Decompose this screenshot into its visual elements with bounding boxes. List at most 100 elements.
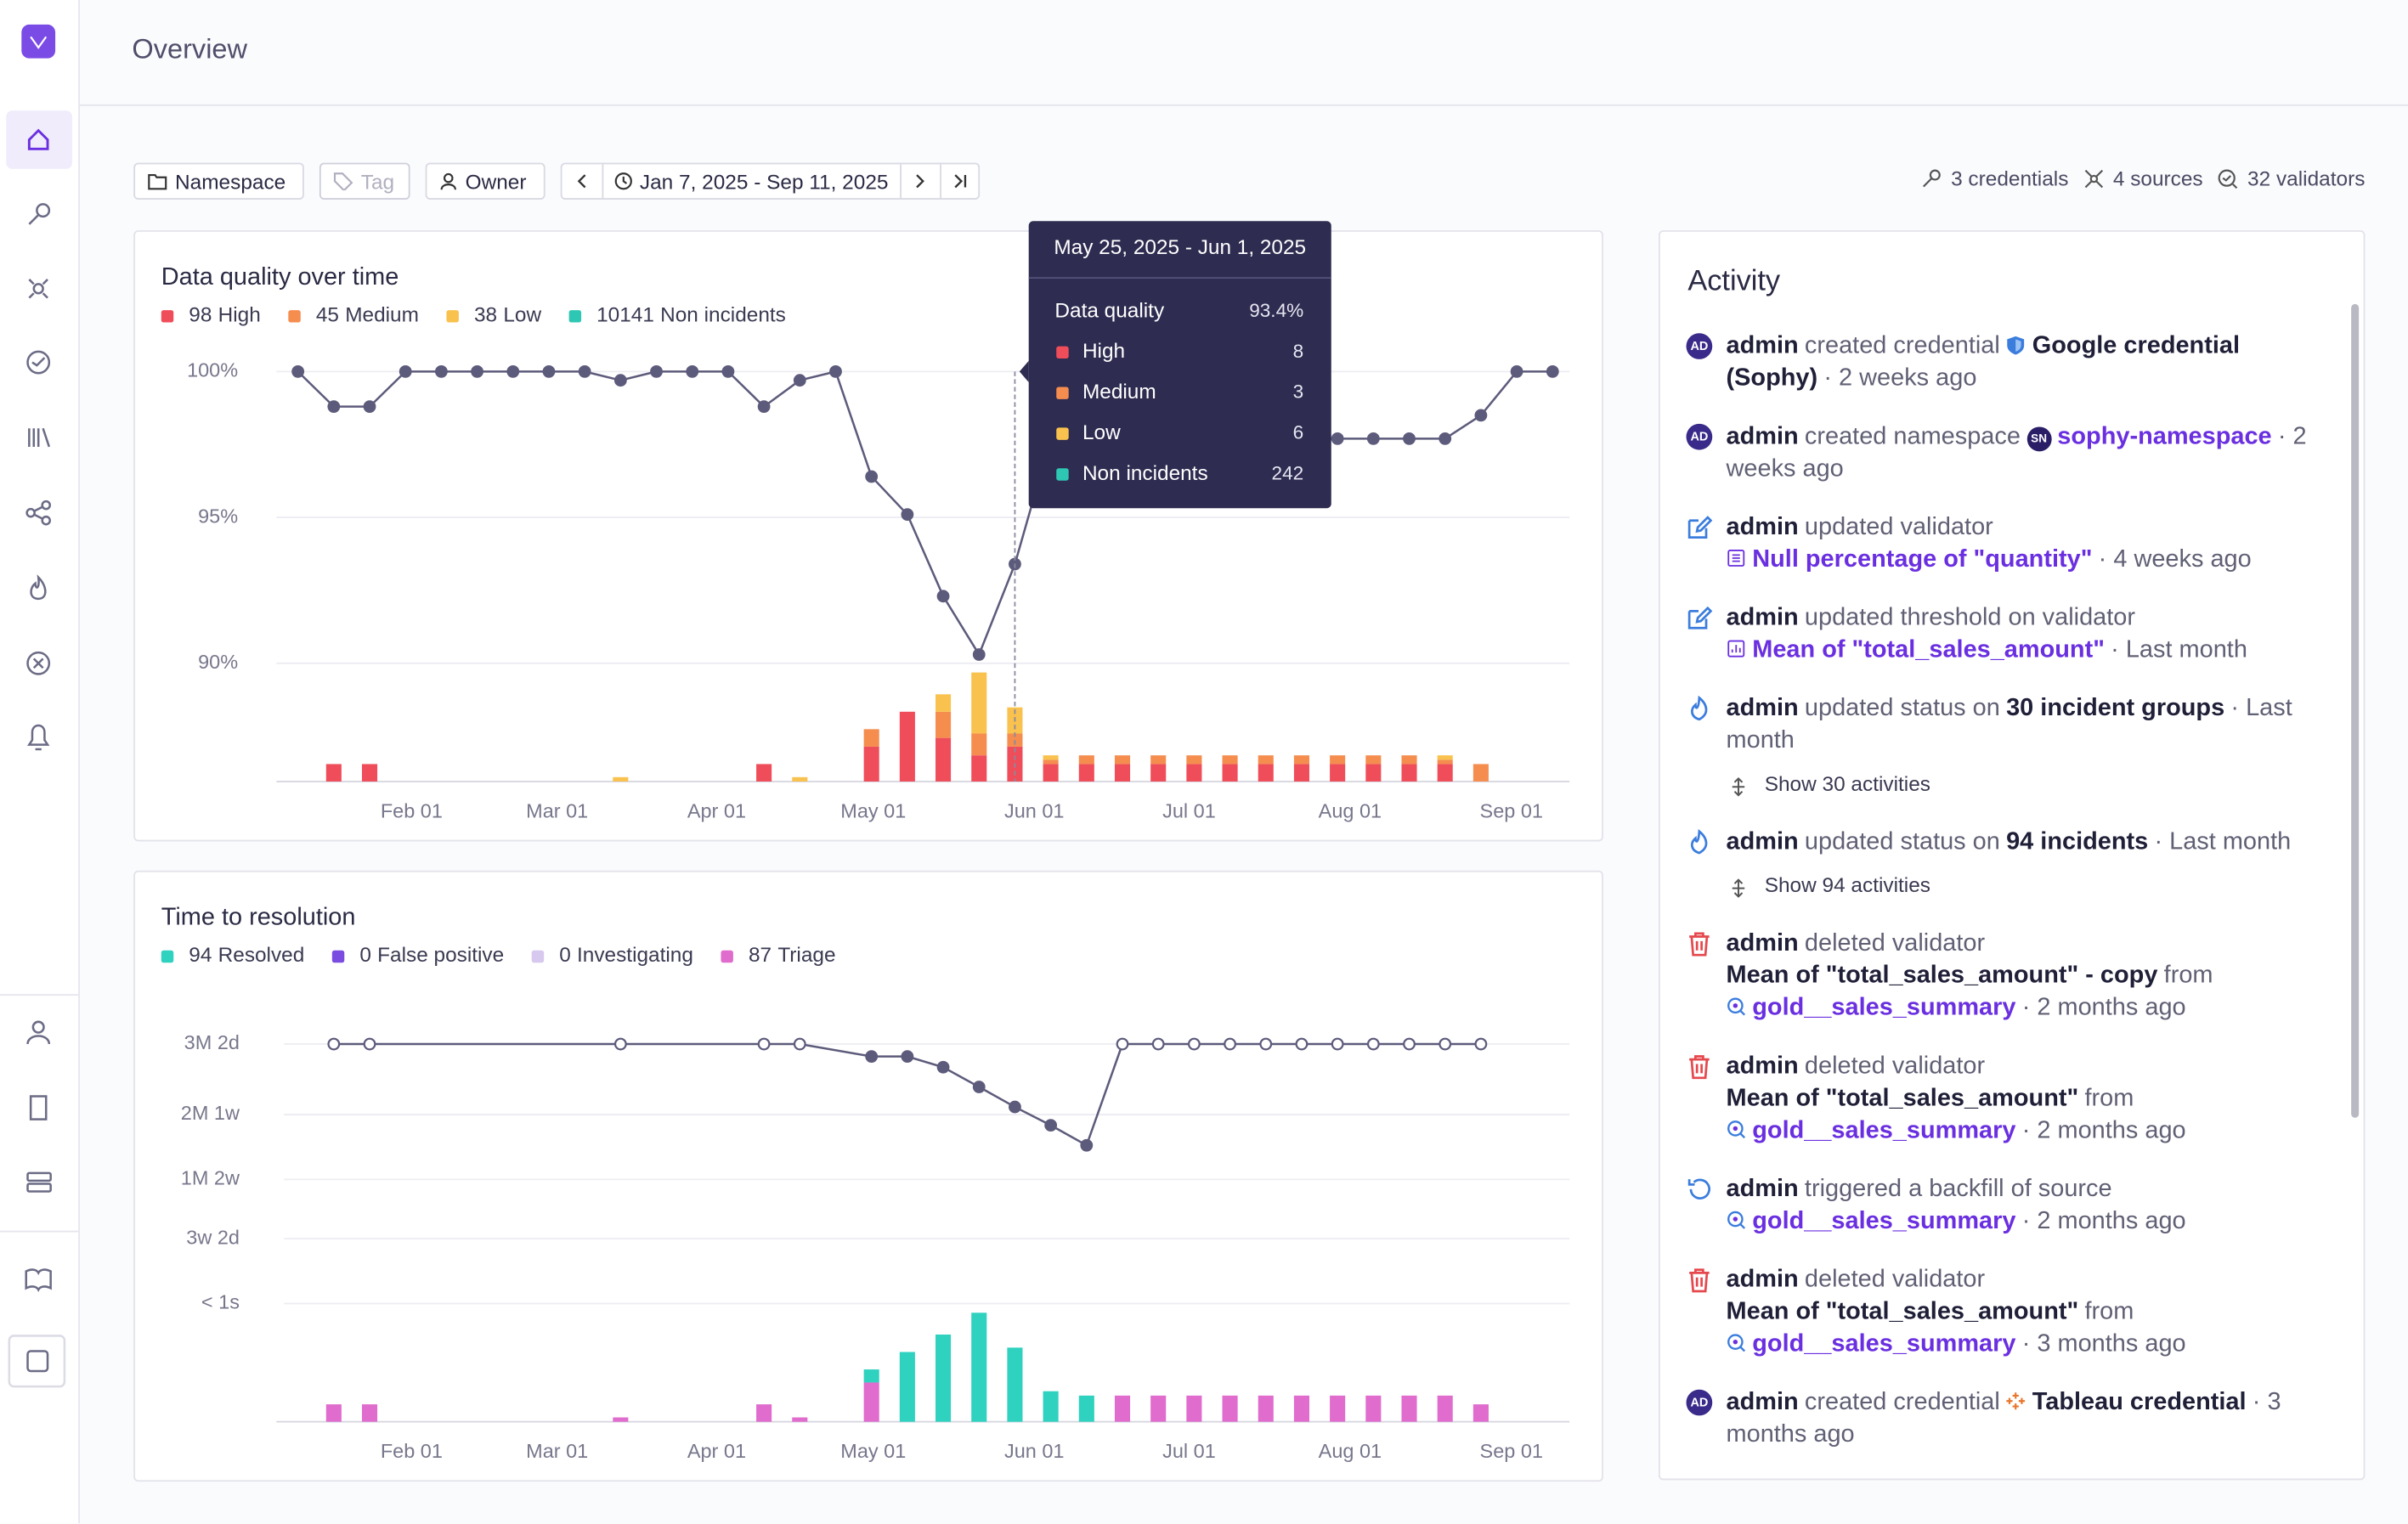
source-glyph <box>1727 1120 1746 1139</box>
namespace-filter[interactable]: Namespace <box>133 162 304 200</box>
tag-filter[interactable]: Tag <box>319 162 410 200</box>
bar <box>1043 755 1059 760</box>
point <box>865 1050 879 1064</box>
nav-infra[interactable] <box>26 1171 52 1183</box>
activity-link[interactable]: Null percentage of "quantity" <box>1752 546 2093 573</box>
legend-name: Triage <box>777 944 835 967</box>
nav-lineage-b <box>41 515 52 526</box>
activity-text: admin created credential Tableau credentia… <box>1727 1386 2341 1451</box>
bar <box>863 1369 879 1383</box>
collapse-box[interactable] <box>8 1335 66 1388</box>
nav-sources[interactable] <box>32 283 44 295</box>
sources-icon <box>2084 169 2103 189</box>
avatar: AD <box>1686 423 1713 450</box>
nav-home[interactable] <box>27 128 49 150</box>
activity-muted: · 3 months ago <box>2021 1331 2186 1357</box>
owner-label: Owner <box>465 169 527 193</box>
activity-line: gold__sales_summary · 2 months ago <box>1727 1205 2341 1238</box>
nav-incidents[interactable] <box>30 574 47 601</box>
stat: 4 sources <box>2084 167 2203 190</box>
nav-users[interactable] <box>31 1020 45 1034</box>
nav-docs[interactable] <box>25 1268 52 1293</box>
y-tick-label: 1M 2w <box>181 1167 240 1189</box>
point <box>291 364 305 378</box>
source-glyph <box>1727 1334 1746 1352</box>
scrollbar[interactable] <box>2351 303 2360 1118</box>
bar <box>1293 755 1309 765</box>
bar <box>1437 764 1453 782</box>
point <box>1546 364 1559 378</box>
chevron-left <box>577 174 586 189</box>
activity-link[interactable]: sophy-namespace <box>2057 423 2272 450</box>
activity-line: admin updated threshold on validator <box>1727 602 2341 635</box>
activity-link[interactable]: Mean of "total_sales_amount" <box>1752 637 2105 663</box>
nav-alerts[interactable] <box>26 724 50 751</box>
nav-lineage-a <box>41 500 52 511</box>
tooltip-name: Non incidents <box>1082 462 1208 485</box>
bar <box>361 764 378 782</box>
activity-muted: updated validator <box>1804 514 1993 541</box>
shield-icon <box>2006 331 2026 355</box>
activity-item: admin triggered a backfill of source gold_… <box>1687 1173 2347 1238</box>
activity-muted: · 2 months ago <box>2021 1117 2186 1144</box>
activity-muted: triggered a backfill of source <box>1804 1176 2112 1203</box>
point <box>506 364 520 378</box>
activity-muted: · 2 weeks ago <box>1823 365 1977 392</box>
chart-title: Time to resolution <box>161 903 356 930</box>
bar <box>1472 1404 1489 1422</box>
activity-text: admin updated status on 94 incidents · Last… <box>1727 826 2341 901</box>
page-title: Overview <box>132 33 248 65</box>
point <box>1510 364 1523 378</box>
tooltip-pointer <box>1019 360 1029 383</box>
nav-lineage[interactable] <box>25 507 36 518</box>
x-tick-label: Jul 01 <box>1162 799 1216 821</box>
x-tick-label: Sep 01 <box>1480 799 1543 821</box>
nav-credentials[interactable] <box>36 203 51 218</box>
activity-title: Activity <box>1687 265 1781 298</box>
key-icon <box>1923 169 1942 188</box>
bar <box>1078 755 1094 765</box>
bar <box>325 764 342 782</box>
last-button[interactable] <box>940 164 980 198</box>
owner-filter[interactable]: Owner <box>425 162 545 200</box>
activity-link[interactable]: gold__sales_summary <box>1752 995 2016 1021</box>
bar <box>361 1404 378 1422</box>
activity-actor: admin <box>1726 828 1799 855</box>
activity-text: admin updated threshold on validator Mean … <box>1727 602 2341 667</box>
show-more[interactable]: Show 30 activities <box>1729 768 2340 800</box>
activity-link[interactable]: gold__sales_summary <box>1752 1331 2016 1357</box>
point <box>901 1050 914 1064</box>
date-picker[interactable]: Jan 7, 2025 - Sep 11, 2025 <box>602 164 902 199</box>
nav-org[interactable] <box>29 1095 48 1120</box>
activity-actor: admin <box>1726 930 1799 957</box>
tooltip-swatch <box>1056 427 1069 440</box>
chevron-end <box>954 174 967 189</box>
nav-catalog[interactable] <box>28 427 51 448</box>
bar <box>1186 1395 1202 1422</box>
nav-validators[interactable] <box>26 350 51 375</box>
bar <box>1365 1395 1382 1422</box>
user-icon <box>440 172 456 190</box>
legend-name: Resolved <box>218 944 305 967</box>
nav-active <box>6 110 72 169</box>
point <box>1331 1037 1344 1051</box>
bar <box>1401 1395 1417 1422</box>
bar <box>899 711 915 782</box>
prev-button[interactable] <box>562 164 604 199</box>
point <box>1259 1037 1273 1051</box>
tooltip-box <box>1028 221 1331 509</box>
next-button[interactable] <box>900 164 941 199</box>
x-tick-label: Feb 01 <box>381 1440 443 1462</box>
activity-muted: · 4 weeks ago <box>2098 546 2252 573</box>
activity-line: Mean of "total_sales_amount" · Last month <box>1727 634 2341 666</box>
bar <box>1150 755 1167 765</box>
show-more[interactable]: Show 94 activities <box>1729 869 2340 901</box>
chart-icon <box>1727 635 1746 658</box>
bar <box>1150 764 1167 782</box>
activity-link[interactable]: gold__sales_summary <box>1752 1117 2016 1144</box>
point <box>1366 1037 1380 1051</box>
nav-errors[interactable] <box>26 651 51 675</box>
trash-glyph <box>1689 1055 1710 1080</box>
activity-link[interactable]: gold__sales_summary <box>1752 1208 2016 1235</box>
